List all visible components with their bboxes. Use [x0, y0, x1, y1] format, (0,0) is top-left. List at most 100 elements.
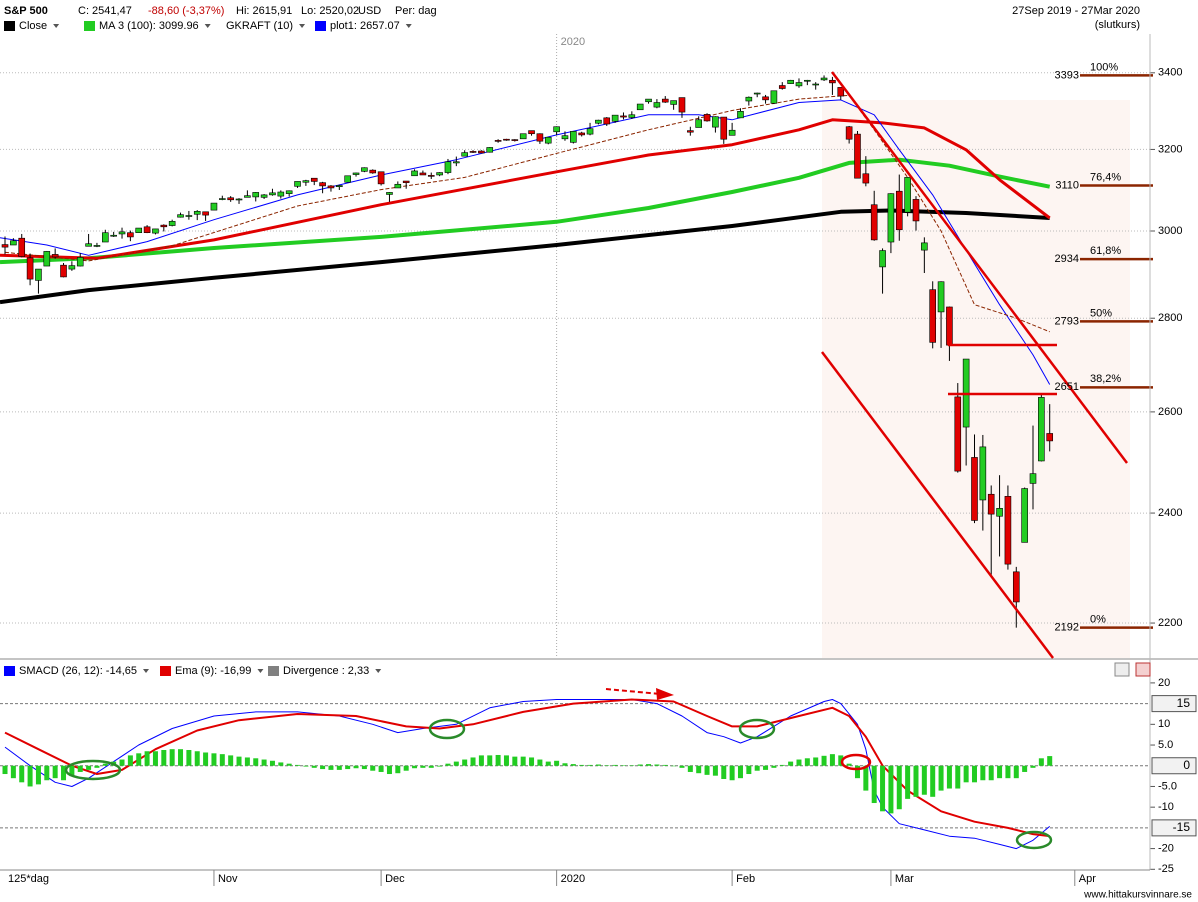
candle-body	[1021, 488, 1028, 543]
candle-body	[394, 183, 402, 189]
candle-body	[1029, 473, 1037, 484]
x-tick-label: Nov	[218, 873, 238, 885]
candle-body	[519, 133, 527, 140]
histogram-bar	[512, 756, 518, 766]
candle-body	[26, 257, 34, 280]
candle-body	[737, 111, 744, 119]
x-axis-label: 125*dag	[8, 873, 49, 885]
histogram-bar	[345, 765, 351, 770]
footer-url[interactable]: www.hittakursvinnare.se	[1083, 890, 1192, 901]
histogram-bar	[169, 749, 175, 766]
fibonacci-percent: 61,8%	[1090, 245, 1121, 257]
histogram-bar	[671, 765, 677, 767]
histogram-bar	[378, 765, 384, 772]
histogram-bar	[712, 765, 718, 776]
highlight-ellipse	[1015, 830, 1053, 850]
candle-body	[202, 211, 209, 216]
candle-body	[528, 130, 535, 135]
candle-body	[302, 180, 310, 183]
fibonacci-percent: 76,4%	[1090, 171, 1121, 183]
candle-body	[929, 289, 937, 343]
candle-body	[386, 192, 393, 195]
candle-body	[712, 116, 719, 128]
indicator-line	[0, 157, 1051, 265]
candle-body	[68, 265, 76, 270]
histogram-bar	[2, 765, 8, 775]
year-label: 2020	[561, 36, 585, 48]
histogram-bar	[779, 764, 785, 766]
legend-label: plot1: 2657.07	[330, 20, 400, 32]
candle-body	[1012, 571, 1020, 603]
candle-body	[503, 138, 510, 141]
legend-dropdown[interactable]	[405, 24, 412, 28]
y-tick-label: -10	[1158, 801, 1174, 813]
candle-body	[160, 224, 168, 228]
close-value: C: 2541,47	[78, 5, 132, 17]
candle-body	[494, 140, 502, 142]
candle-body	[210, 202, 218, 211]
candle-body	[453, 161, 460, 164]
period: Per: dag	[395, 5, 437, 17]
candle-body	[979, 446, 987, 501]
legend-dropdown[interactable]	[53, 24, 60, 28]
candle-body	[76, 257, 84, 267]
fibonacci-percent: 0%	[1090, 614, 1106, 626]
histogram-bar	[595, 764, 601, 766]
candle-body	[469, 151, 477, 153]
reference-box	[1151, 695, 1197, 713]
candle-body	[829, 79, 836, 84]
highlight-ellipse	[738, 718, 776, 740]
candle-body	[987, 493, 995, 515]
histogram-bar	[211, 753, 217, 766]
candle-body	[511, 139, 519, 141]
candle-body	[845, 126, 853, 140]
reference-box	[1151, 757, 1197, 775]
candle-body	[352, 172, 360, 175]
histogram-bar	[161, 750, 167, 766]
histogram-bar	[679, 765, 685, 768]
candle-body	[553, 126, 560, 133]
legend-label: SMACD (26, 12): -14,65	[19, 665, 137, 677]
histogram-bar	[194, 751, 200, 766]
candle-body	[586, 128, 594, 135]
candle-body	[812, 83, 819, 86]
histogram-bar	[69, 765, 75, 777]
candle-body	[854, 133, 861, 179]
legend-dropdown[interactable]	[204, 24, 211, 28]
candle-body	[127, 232, 134, 238]
legend-dropdown[interactable]	[375, 669, 382, 673]
legend-dropdown[interactable]	[257, 669, 264, 673]
histogram-bar	[880, 765, 886, 812]
y-tick-label: 3000	[1158, 225, 1182, 237]
candle-body	[728, 129, 736, 136]
candle-body	[879, 250, 886, 268]
histogram-bar	[1022, 765, 1028, 772]
close-panel-button[interactable]	[1135, 662, 1151, 677]
histogram-bar	[537, 759, 543, 766]
histogram-bar	[336, 765, 342, 770]
low-value: Lo: 2520,02	[301, 5, 359, 17]
x-tick-label: Dec	[385, 873, 405, 885]
candle-body	[369, 169, 377, 174]
text-layer: S&P 500 C: 2541,47 -88,60 (-3,37%) Hi: 2…	[4, 5, 1192, 901]
histogram-bar	[278, 762, 284, 766]
candle-body	[862, 173, 870, 184]
legend-dropdown[interactable]	[299, 24, 306, 28]
fibonacci-level: 2192	[1055, 622, 1079, 634]
y-tick-label: 3200	[1158, 143, 1182, 155]
zoom-button[interactable]	[1114, 662, 1130, 677]
candle-body	[486, 147, 494, 153]
histogram-bar	[888, 765, 894, 814]
histogram-bar	[462, 759, 468, 766]
histogram-bar	[629, 765, 635, 766]
histogram-bar	[19, 765, 25, 783]
fibonacci-level: 2793	[1055, 315, 1079, 327]
histogram-bar	[854, 765, 860, 779]
histogram-bar	[813, 757, 819, 766]
histogram-bar	[395, 765, 401, 774]
y-tick-label: -5.0	[1158, 780, 1177, 792]
candle-body	[461, 152, 468, 157]
histogram-bar	[796, 759, 802, 766]
legend-dropdown[interactable]	[143, 669, 149, 673]
